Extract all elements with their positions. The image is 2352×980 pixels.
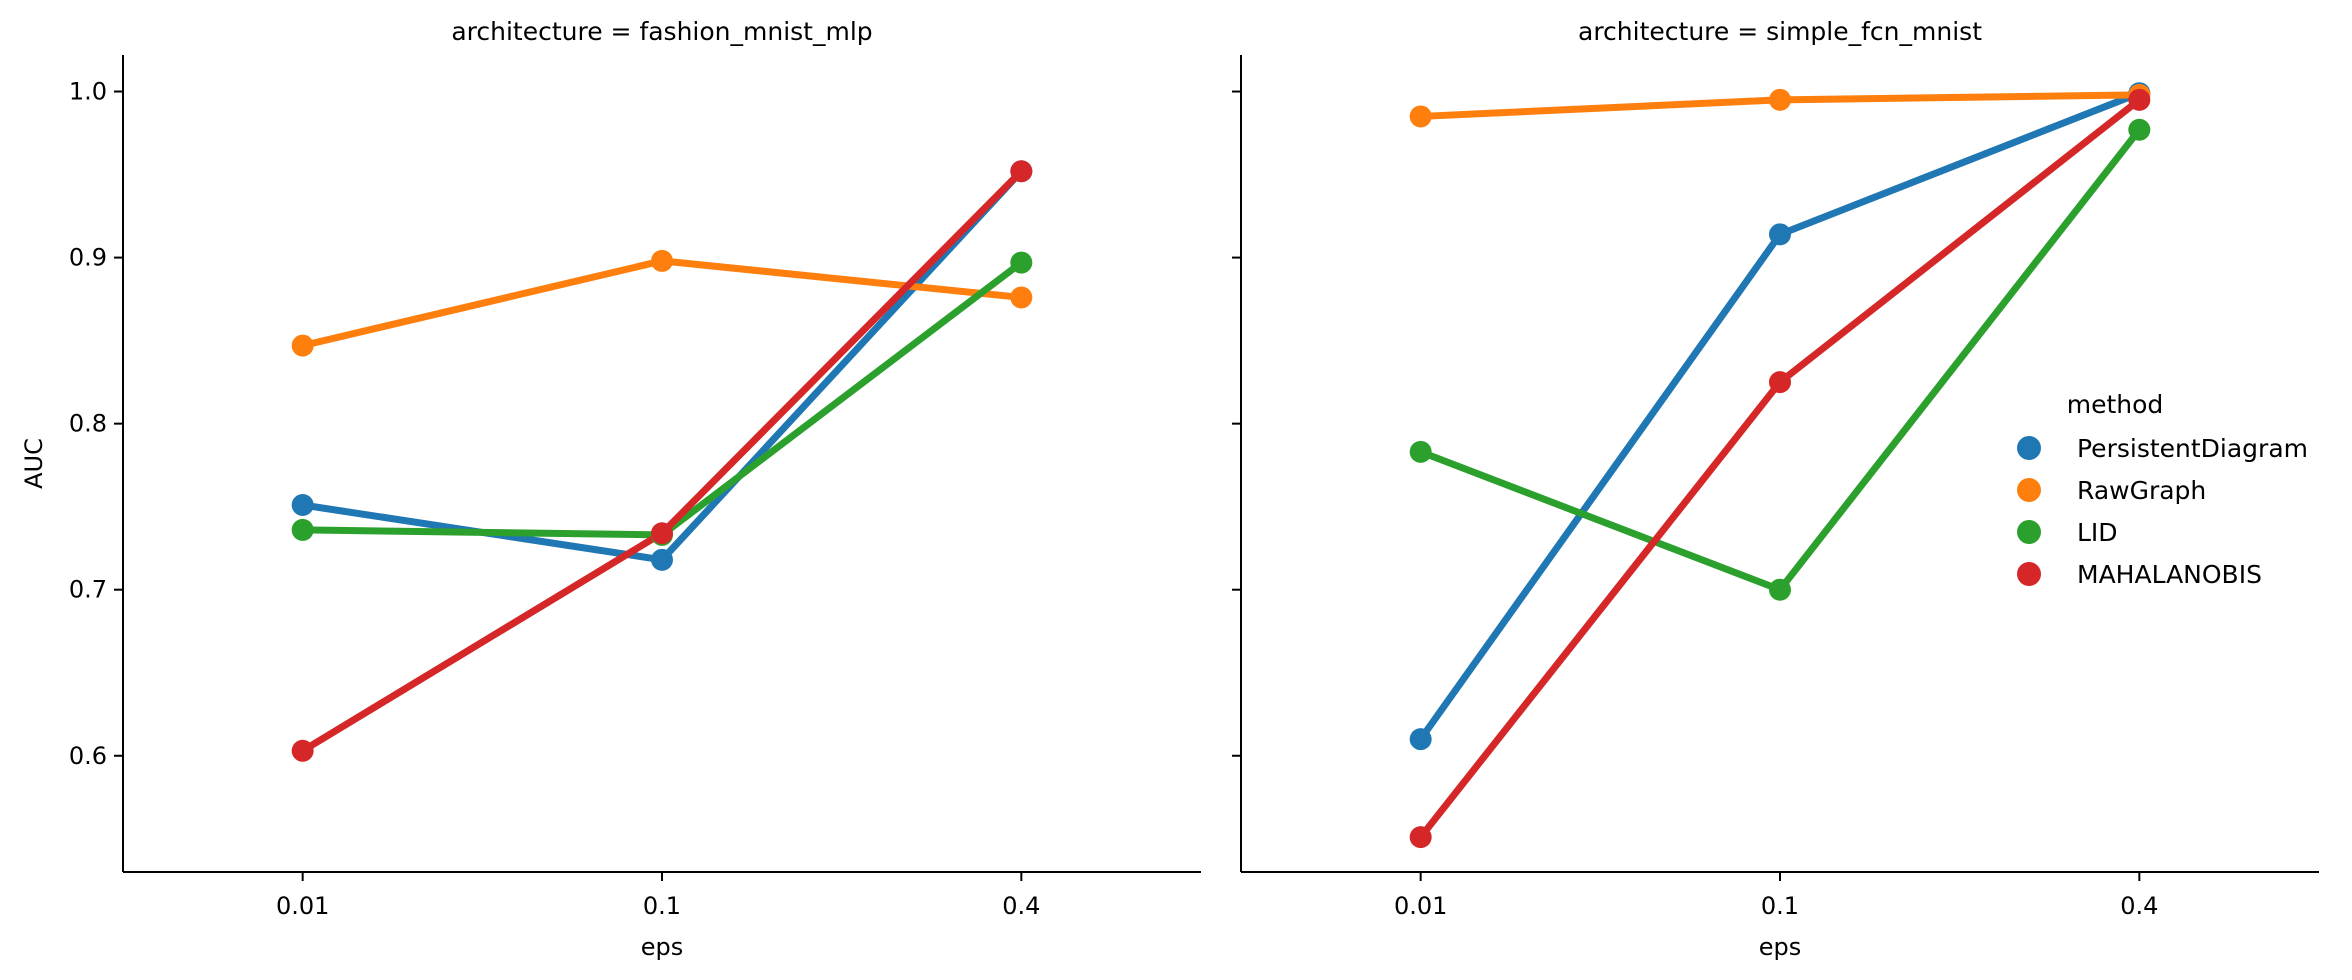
point-mahalanobis-0-01 [291,739,314,762]
x-axis-label: eps [1759,933,1802,961]
legend: method PersistentDiagram RawGraph LID MAHALA… [2017,390,2308,589]
y-tick-label: 1.0 [69,78,107,106]
legend-label: LID [2077,518,2118,547]
series-line-persistentdiagram [299,167,1025,564]
x-tick-label: 0.1 [643,892,681,920]
legend-marker [2017,520,2041,544]
legend-title: method [2067,390,2164,419]
point-mahalanobis-0-1 [651,522,673,545]
legend-marker [2017,478,2041,502]
legend-item-mahalanobis: MAHALANOBIS [2017,560,2262,589]
legend-label: PersistentDiagram [2077,434,2308,463]
point-lid-0-01 [1409,440,1432,463]
legend-item-rawgraph: RawGraph [2017,476,2206,505]
x-tick-label: 0.4 [2120,892,2158,920]
y-tick-label: 0.7 [69,576,107,604]
legend-label: RawGraph [2077,476,2206,505]
series-line-mahalanobis [1417,96,2143,841]
x-tick-label: 0.01 [276,892,329,920]
legend-label: MAHALANOBIS [2077,560,2262,589]
series-group [1409,82,2151,849]
facet-panels: architecture = fashion_mnist_mlp 0.6 0.7 0.… [20,17,2319,961]
series-line-lid [299,259,1025,539]
point-rawgraph-0-1 [651,249,673,272]
y-tick-label: 0.6 [69,742,107,770]
y-axis-label: AUC [20,438,48,489]
legend-item-persistentdiagram: PersistentDiagram [2017,434,2308,463]
point-persistentdiagram-0-1 [651,548,673,571]
panel-title: architecture = simple_fcn_mnist [1578,17,1982,46]
series-line-persistentdiagram [1417,89,2143,743]
point-mahalanobis-0-1 [1769,371,1791,394]
series-group [291,160,1033,762]
x-tick-label: 0.01 [1394,892,1447,920]
point-lid-0-01 [291,518,314,541]
legend-marker [2017,562,2041,586]
y-tick-label: 0.9 [69,244,107,272]
point-mahalanobis-0-4 [1010,160,1033,183]
point-lid-0-1 [1769,578,1791,601]
point-lid-0-4 [1010,251,1033,274]
x-tick-label: 0.4 [1002,892,1040,920]
point-rawgraph-0-01 [1409,105,1432,128]
point-persistentdiagram-0-1 [1769,223,1791,246]
x-axis-label: eps [641,933,684,961]
x-tick-label: 0.1 [1761,892,1799,920]
point-lid-0-4 [2128,118,2151,141]
point-mahalanobis-0-4 [2128,88,2151,111]
series-line-rawgraph [299,257,1025,350]
point-rawgraph-0-01 [291,334,314,357]
point-persistentdiagram-0-01 [1409,728,1432,751]
y-tick-label: 0.8 [69,410,107,438]
panel-1: architecture = fashion_mnist_mlp 0.6 0.7 0.… [20,17,1201,961]
legend-marker [2017,436,2041,460]
point-mahalanobis-0-01 [1409,826,1432,849]
point-persistentdiagram-0-01 [291,494,314,517]
panel-title: architecture = fashion_mnist_mlp [451,17,872,46]
point-rawgraph-0-1 [1769,88,1791,111]
legend-item-lid: LID [2017,518,2118,547]
point-rawgraph-0-4 [1010,286,1033,309]
panel-2: architecture = simple_fcn_mnist 0.01 0.1 0.… [1232,17,2319,961]
